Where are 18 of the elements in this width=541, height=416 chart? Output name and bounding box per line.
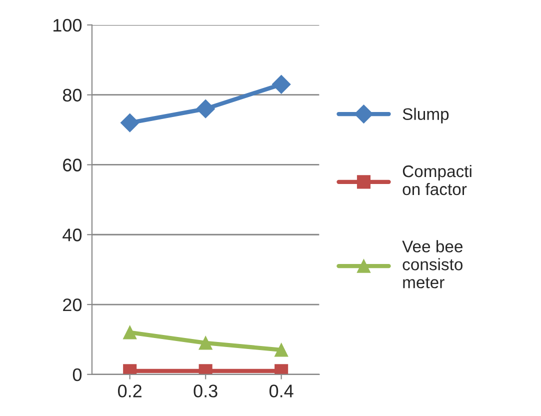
legend-label: Compaction factor xyxy=(402,164,472,196)
point xyxy=(198,336,212,350)
y-tick-label: 80 xyxy=(62,88,82,102)
legend-label: Slump xyxy=(402,108,449,124)
y-tick-label: 100 xyxy=(54,18,82,32)
y-tick-label: 20 xyxy=(63,298,82,312)
x-tick-label: 0.3 xyxy=(194,384,218,398)
point xyxy=(120,113,140,132)
point xyxy=(274,343,288,357)
point xyxy=(272,75,291,94)
point xyxy=(123,326,137,340)
x-tick-label: 0.4 xyxy=(269,384,294,398)
point xyxy=(196,99,215,118)
y-tick-label: 40 xyxy=(62,228,82,242)
y-tick-label: 0 xyxy=(72,368,82,382)
y-tick-label: 60 xyxy=(63,158,82,172)
legend-label: Vee bee consistometer xyxy=(402,240,463,288)
x-tick-label: 0.2 xyxy=(118,384,142,398)
